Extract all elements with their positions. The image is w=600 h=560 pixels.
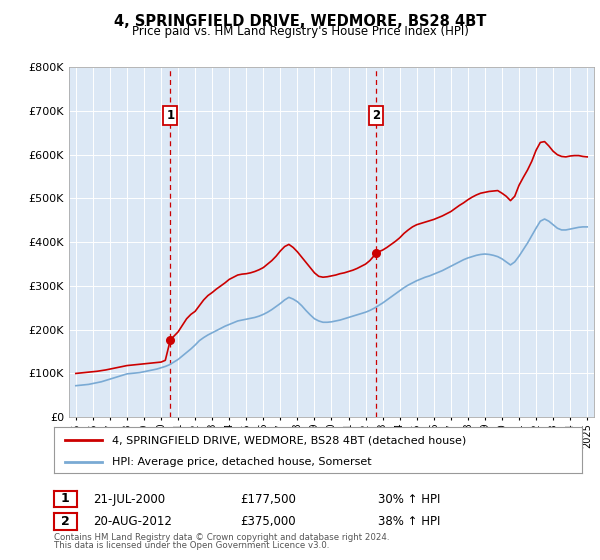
Text: 1: 1	[166, 109, 175, 122]
Text: 38% ↑ HPI: 38% ↑ HPI	[378, 515, 440, 529]
Text: £177,500: £177,500	[240, 493, 296, 506]
Text: 30% ↑ HPI: 30% ↑ HPI	[378, 493, 440, 506]
Text: 20-AUG-2012: 20-AUG-2012	[93, 515, 172, 529]
Text: HPI: Average price, detached house, Somerset: HPI: Average price, detached house, Some…	[112, 457, 372, 467]
Text: Price paid vs. HM Land Registry's House Price Index (HPI): Price paid vs. HM Land Registry's House …	[131, 25, 469, 38]
Text: 4, SPRINGFIELD DRIVE, WEDMORE, BS28 4BT (detached house): 4, SPRINGFIELD DRIVE, WEDMORE, BS28 4BT …	[112, 435, 466, 445]
Text: 1: 1	[61, 492, 70, 506]
Text: 2: 2	[372, 109, 380, 122]
Text: £375,000: £375,000	[240, 515, 296, 529]
Text: 2: 2	[61, 515, 70, 528]
Text: Contains HM Land Registry data © Crown copyright and database right 2024.: Contains HM Land Registry data © Crown c…	[54, 533, 389, 542]
Text: 4, SPRINGFIELD DRIVE, WEDMORE, BS28 4BT: 4, SPRINGFIELD DRIVE, WEDMORE, BS28 4BT	[114, 14, 486, 29]
Text: This data is licensed under the Open Government Licence v3.0.: This data is licensed under the Open Gov…	[54, 541, 329, 550]
Text: 21-JUL-2000: 21-JUL-2000	[93, 493, 165, 506]
